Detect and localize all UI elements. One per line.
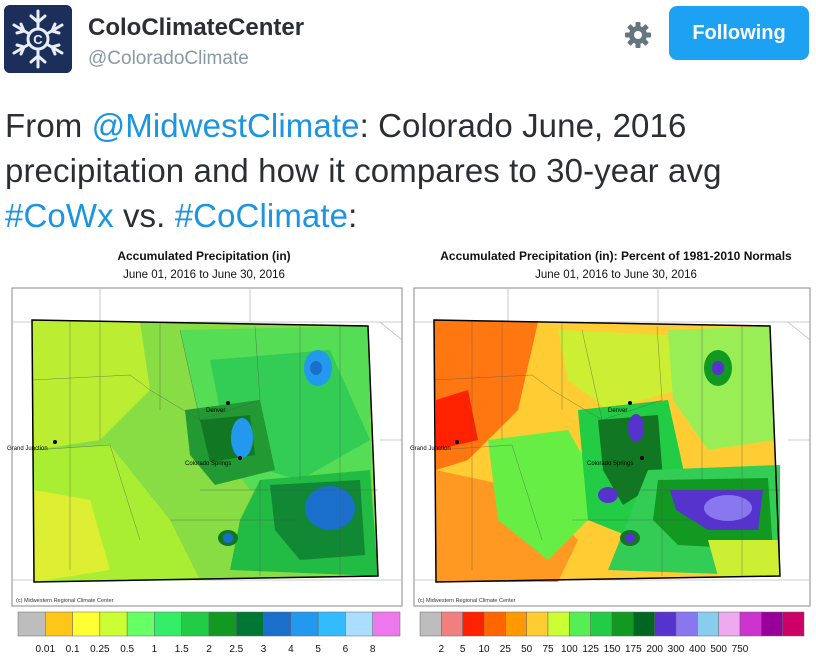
precip-map-image: Denver Grand Junction Colorado Springs (… (7, 287, 403, 655)
legend-swatch (72, 611, 101, 637)
map-credit: (c) Midwestern Regional Climate Center (16, 598, 114, 604)
legend-swatch (154, 611, 182, 637)
map-title: Accumulated Precipitation (in): Percent … (440, 249, 792, 263)
legend-swatch (782, 611, 805, 637)
legend-swatch (126, 611, 155, 637)
map-subtitle: June 01, 2016 to June 30, 2016 (123, 269, 285, 281)
legend-label: 500 (710, 644, 727, 655)
legend-swatch (675, 611, 698, 637)
city-label-denver: Denver (608, 408, 627, 414)
author-name[interactable]: ColoClimateCenter (88, 14, 305, 41)
legend-swatch (697, 611, 719, 637)
legend-swatch (483, 611, 506, 637)
tweet-text: From @MidwestClimate: Colorado June, 201… (5, 103, 813, 238)
legend-label: 2 (439, 644, 445, 655)
precip-map-panel: Accumulated Precipitation (in) June 01, … (0, 240, 408, 670)
mention-link[interactable]: @MidwestClimate (91, 107, 360, 144)
legend-swatch (590, 611, 613, 637)
legend-swatch (99, 611, 128, 637)
city-label-colorado-springs: Colorado Springs (587, 461, 633, 467)
legend-swatch (462, 611, 485, 637)
tweet-text-segment: : Colorado June, 2016 precipitation and … (5, 107, 722, 189)
legend-label: 5 (315, 644, 321, 655)
legend-swatch (290, 611, 319, 637)
legend-label: 200 (646, 644, 663, 655)
legend-swatch (526, 611, 549, 637)
legend-swatch (181, 611, 210, 637)
legend-label: 0.1 (66, 644, 80, 655)
legend-label: 2 (206, 644, 212, 655)
legend-swatch (633, 611, 655, 637)
legend-label: 4 (288, 644, 294, 655)
map-legend: 0.01 0.1 0.25 0.5 1 1.5 2 2.5 3 4 5 6 8 (17, 611, 401, 655)
snowflake-logo-icon: C (4, 5, 72, 73)
legend-label: 5 (460, 644, 466, 655)
avatar[interactable]: C (4, 5, 72, 73)
legend-label: 75 (542, 644, 554, 655)
hashtag-link-coclimate[interactable]: #CoClimate (174, 197, 349, 234)
city-label-denver: Denver (206, 408, 225, 414)
legend-label: 125 (582, 644, 599, 655)
percent-normal-map-image: Denver Grand Junction Colorado Springs (… (410, 287, 811, 655)
legend-swatch (654, 611, 677, 637)
map-subtitle: June 01, 2016 to June 30, 2016 (535, 269, 697, 281)
city-label-grand-junction: Grand Junction (410, 446, 451, 452)
hashtag-link-cowx[interactable]: #CoWx (5, 197, 114, 234)
city-label-colorado-springs: Colorado Springs (185, 461, 231, 467)
legend-label: 50 (521, 644, 533, 655)
legend-swatch (236, 611, 264, 637)
legend-label: 100 (561, 644, 578, 655)
tweet-text-segment: vs. (113, 197, 175, 234)
legend-swatch (611, 611, 634, 637)
map-credit: (c) Midwestern Regional Climate Center (418, 598, 516, 604)
svg-text:C: C (33, 32, 43, 47)
gear-icon[interactable] (622, 19, 654, 51)
following-button[interactable]: Following (669, 6, 809, 60)
percent-normal-map-panel: Accumulated Precipitation (in): Percent … (408, 240, 816, 670)
legend-swatch (208, 611, 237, 637)
legend-swatch (345, 611, 373, 637)
tweet-text-prefix: From (5, 107, 92, 144)
map-legend: 2 5 10 25 50 75 100 125 150 175 200 300 400 500 750 (419, 611, 805, 655)
legend-swatch (372, 611, 401, 637)
legend-label: 400 (689, 644, 706, 655)
author-handle[interactable]: @ColoradoClimate (88, 48, 249, 69)
legend-swatch (761, 611, 783, 637)
legend-swatch (441, 611, 463, 637)
legend-label: 0.5 (120, 644, 134, 655)
legend-label: 1.5 (175, 644, 189, 655)
legend-swatch (547, 611, 570, 637)
legend-swatch (739, 611, 762, 637)
legend-label: 150 (604, 644, 621, 655)
legend-swatch (505, 611, 527, 637)
tweet-text-segment: : (348, 197, 358, 234)
legend-label: 6 (343, 644, 349, 655)
legend-swatch (263, 611, 292, 637)
legend-label: 3 (261, 644, 267, 655)
tweet-media[interactable]: Accumulated Precipitation (in) June 01, … (0, 240, 816, 670)
legend-label: 0.01 (36, 644, 56, 655)
legend-label: 8 (370, 644, 376, 655)
legend-label: 300 (668, 644, 685, 655)
legend-swatch (17, 611, 46, 637)
legend-swatch (317, 611, 346, 637)
legend-label: 1 (152, 644, 158, 655)
legend-label: 2.5 (229, 644, 243, 655)
map-title: Accumulated Precipitation (in) (117, 249, 291, 263)
legend-swatch (718, 611, 741, 637)
legend-label: 750 (732, 644, 749, 655)
legend-swatch (569, 611, 591, 637)
legend-swatch (419, 611, 442, 637)
legend-label: 0.25 (90, 644, 110, 655)
legend-label: 175 (625, 644, 642, 655)
legend-label: 25 (500, 644, 512, 655)
city-label-grand-junction: Grand Junction (7, 446, 48, 452)
legend-label: 10 (478, 644, 490, 655)
legend-swatch (45, 611, 73, 637)
